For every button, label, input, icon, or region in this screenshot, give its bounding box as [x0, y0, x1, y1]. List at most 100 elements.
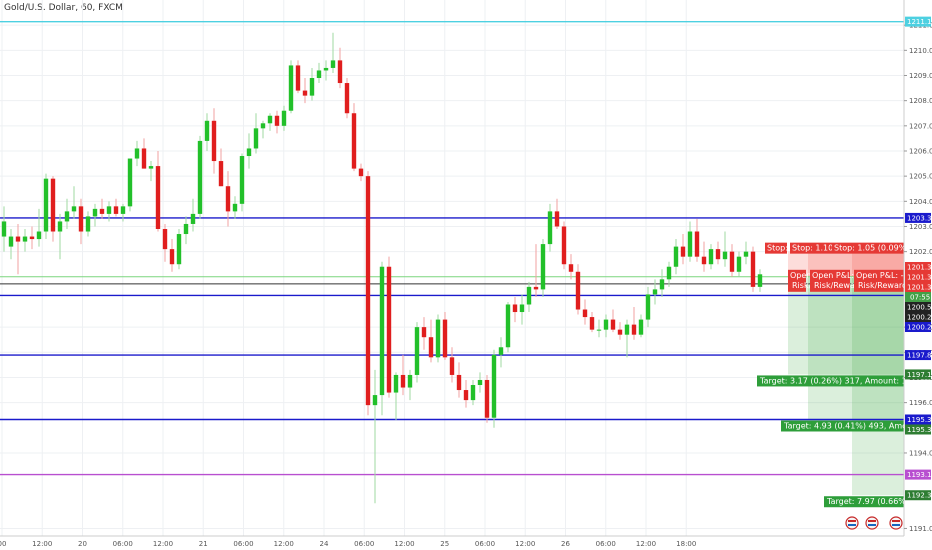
y-tick-label: 1202.00 [909, 248, 932, 256]
candle-body [141, 148, 147, 169]
candle-body [589, 317, 595, 330]
candle-body [323, 67, 329, 71]
candle-body [71, 206, 77, 212]
candle-body [715, 249, 721, 260]
candle-body [456, 374, 462, 391]
time-axis[interactable] [0, 536, 904, 550]
price-badge-label: 1200.29 [907, 313, 932, 321]
price-badge-label: 1201.34 [907, 283, 932, 291]
y-tick-label: 1206.00 [909, 147, 932, 155]
candle-body [624, 324, 630, 335]
y-tick-label: 1207.00 [909, 122, 932, 130]
candle-body [225, 186, 231, 212]
x-tick-label: 12:00 [394, 540, 414, 548]
candle-body [687, 231, 693, 257]
candle-body [652, 289, 658, 295]
candle-body [596, 329, 602, 331]
price-badge [905, 469, 931, 480]
price-badge [905, 281, 931, 292]
event-flag-us-icon [845, 516, 859, 530]
candle-body [603, 319, 609, 330]
candle-body [666, 266, 672, 280]
candle-body [393, 374, 399, 393]
x-tick-label: 25 [440, 540, 449, 548]
price-badge-label: 1197.89 [907, 352, 932, 360]
event-flag-us-icon [889, 516, 903, 530]
position-labels: Stop: 1 Open P&L: -Risk/R Target: 3.17 (0.… [757, 242, 932, 508]
candle-body [554, 211, 560, 227]
candle-body [400, 374, 406, 388]
candle-body [435, 319, 441, 358]
price-badge [905, 261, 931, 272]
candle-body [372, 395, 378, 406]
candle-body [92, 208, 98, 217]
candle-body [575, 271, 581, 310]
pnl-label: Open P&L: -0.31 [856, 271, 921, 280]
candle-body [197, 140, 203, 214]
candle-body [519, 304, 525, 313]
candle-body [358, 168, 364, 177]
candle-body [218, 161, 224, 187]
price-badge-label: 1195.33 [907, 416, 932, 424]
target-label: Target: 4.93 (0.41%) 493, Amount: 2 [783, 421, 931, 430]
x-tick-label: 21 [199, 540, 208, 548]
y-tick-label: 1194.00 [909, 449, 932, 457]
candle-body [736, 256, 742, 272]
price-badge [905, 321, 931, 332]
candle-body [36, 231, 42, 240]
candle-body [414, 327, 420, 375]
candle-body [267, 115, 273, 124]
candle-body [484, 379, 490, 418]
stop-label-box [790, 242, 832, 254]
flag-stripe [892, 524, 900, 526]
x-tick-label: 06:00 [233, 540, 253, 548]
candle-body [190, 213, 196, 224]
candle-body [617, 329, 623, 335]
pnl-label: Open P&L: - [812, 271, 860, 280]
flag-stripe [868, 520, 876, 522]
target-label: Target: 7.97 (0.66%) 79 [826, 497, 922, 506]
candle-body [15, 236, 21, 242]
x-tick-label: 06:00 [354, 540, 374, 548]
stop-label-box [765, 242, 787, 254]
target-zone [808, 276, 904, 420]
y-tick-label: 1209.00 [909, 72, 932, 80]
x-tick-label: 06:00 [596, 540, 616, 548]
candle-body [8, 236, 14, 247]
candle-body [449, 357, 455, 375]
flag-stripe [848, 520, 856, 522]
candle-body [211, 120, 217, 162]
price-badges: 1211.14 1203.34 1201.39 1201.36 1201.34 1200.… [905, 16, 932, 501]
candle-body [106, 206, 112, 214]
y-tick-label: 1203.00 [909, 223, 932, 231]
candle-body [701, 256, 707, 265]
pnl-label-box [788, 269, 806, 292]
price-badge-label: 1197.12 [907, 371, 932, 379]
candle-body [582, 309, 588, 318]
candle-body [134, 148, 140, 159]
price-badge-label: 1200.51 [907, 303, 932, 311]
candle-body [526, 286, 532, 305]
price-badge-label: 1200.26 [907, 323, 932, 331]
x-tick-label: 26 [561, 540, 570, 548]
price-badge-label: 1201.39 [907, 263, 932, 271]
y-tick-label: 1208.00 [909, 97, 932, 105]
candle-body [722, 251, 728, 260]
x-tick-label: 12:00 [636, 540, 656, 548]
candle-body [547, 211, 553, 245]
x-tick-label: 06:00 [475, 540, 495, 548]
price-badge [905, 350, 931, 361]
candle-body [379, 266, 385, 396]
candle-body [540, 244, 546, 290]
price-badge [905, 212, 931, 223]
price-badge-label: 1193.14 [907, 471, 932, 479]
price-badge [905, 301, 931, 312]
price-badge [905, 16, 931, 27]
price-badge-label: 1203.34 [907, 214, 932, 222]
price-badge [905, 490, 931, 501]
price-badge [905, 311, 931, 322]
pnl-label-box [854, 269, 906, 292]
candle-body [155, 166, 161, 229]
risk-reward-label: Risk/R [792, 281, 817, 290]
